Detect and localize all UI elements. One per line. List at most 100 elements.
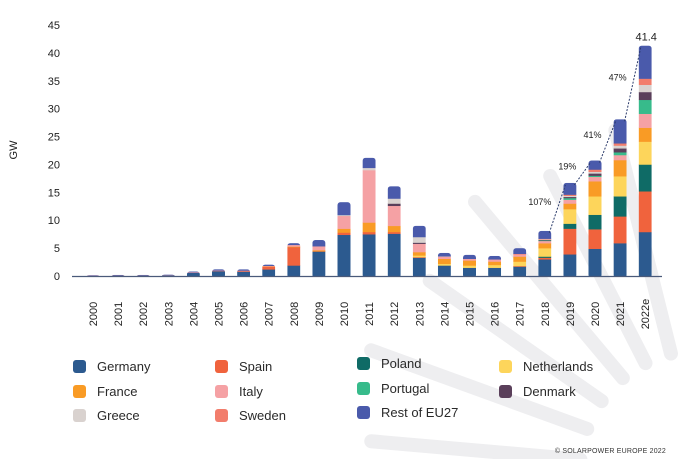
bar-segment-france-2019 xyxy=(563,203,577,210)
bar-segment-rest-of-eu27-2016 xyxy=(488,255,502,260)
bar-segment-poland-2020 xyxy=(588,214,602,230)
bar-segment-netherlands-2013 xyxy=(412,255,426,258)
bar-segment-france-2010 xyxy=(337,228,351,233)
bar-segment-france-2018 xyxy=(538,243,552,249)
x-tick-label: 2022e xyxy=(640,299,652,330)
y-axis: 0 5 10 15 20 25 30 35 40 45 GW xyxy=(8,20,60,283)
bar-segment-greece-2019 xyxy=(563,195,577,198)
y-tick-label: 5 xyxy=(54,243,60,255)
bar-segment-france-2022e xyxy=(638,127,652,142)
bar-stack-2011 xyxy=(362,157,376,277)
y-tick-label: 15 xyxy=(48,187,60,199)
bar-stack-2009 xyxy=(312,240,326,277)
bar-segment-greece-2020 xyxy=(588,171,602,174)
bar-segment-rest-of-eu27-2020 xyxy=(588,160,602,170)
y-tick-label: 10 xyxy=(48,215,60,227)
bar-segment-france-2011 xyxy=(362,222,376,233)
bar-segment-italy-2008 xyxy=(287,244,301,247)
bar-stack-2021 xyxy=(613,119,627,277)
bar-segment-italy-2021 xyxy=(613,154,627,161)
growth-label: 19% xyxy=(558,162,576,172)
bar-segment-italy-2020 xyxy=(588,176,602,182)
bar-segment-germany-2013 xyxy=(412,257,426,277)
bar-stack-2003 xyxy=(161,274,175,277)
x-tick-label: 2006 xyxy=(239,302,251,326)
bar-segment-greece-2022e xyxy=(638,84,652,93)
bar-segment-spain-2011 xyxy=(362,231,376,235)
bar-segment-sweden-2019 xyxy=(563,194,577,196)
bar-stack-2020 xyxy=(588,160,602,277)
x-tick-label: 2021 xyxy=(615,302,627,326)
bar-segment-poland-2022e xyxy=(638,164,652,192)
bar-segment-france-2013 xyxy=(412,252,426,256)
bar-segment-rest-of-eu27-2006 xyxy=(237,269,251,271)
bar-segment-italy-2005 xyxy=(212,270,225,272)
x-tick-label: 2020 xyxy=(590,302,602,326)
bar-segment-rest-of-eu27-2002 xyxy=(136,274,150,276)
bar-stack-2016 xyxy=(488,255,502,277)
bar-segment-netherlands-2022e xyxy=(638,141,652,165)
bar-segment-italy-2012 xyxy=(387,205,401,227)
bar-segment-germany-2009 xyxy=(312,251,326,277)
bar-segment-greece-2011 xyxy=(362,167,376,171)
bar-segment-rest-of-eu27-2004 xyxy=(186,271,200,273)
y-tick-label: 45 xyxy=(48,20,60,32)
bar-segment-rest-of-eu27-2018 xyxy=(538,230,552,239)
bar-stack-2013 xyxy=(412,225,426,277)
bar-segment-rest-of-eu27-2000 xyxy=(86,275,100,276)
bar-segment-greece-2013 xyxy=(412,236,426,243)
bar-segment-italy-2013 xyxy=(412,243,426,253)
sunburst-decoration xyxy=(364,123,678,459)
x-tick-label: 2014 xyxy=(439,302,451,326)
bar-segment-denmark-2019 xyxy=(563,196,577,199)
bar-segment-rest-of-eu27-2012 xyxy=(387,186,401,199)
bar-stack-2014 xyxy=(437,252,451,277)
x-tick-label: 2017 xyxy=(515,302,527,326)
bar-segment-netherlands-2020 xyxy=(588,196,602,215)
bar-segment-sweden-2018 xyxy=(538,238,552,240)
bar-segment-denmark-2021 xyxy=(613,148,627,153)
bar-segment-spain-2010 xyxy=(337,232,351,236)
x-tick-label: 2012 xyxy=(389,302,401,326)
bar-segment-greece-2012 xyxy=(387,198,401,204)
x-tick-label: 2002 xyxy=(138,302,150,326)
bar-segment-italy-2011 xyxy=(362,170,376,223)
bar-segment-italy-2006 xyxy=(237,270,251,272)
bar-segment-netherlands-2014 xyxy=(437,263,451,266)
bar-segment-germany-2019 xyxy=(563,254,577,277)
growth-label: 107% xyxy=(528,197,551,207)
sunburst-ray xyxy=(468,194,630,386)
bar-segment-spain-2019 xyxy=(563,228,577,255)
x-tick-label: 2001 xyxy=(113,302,125,326)
bar-segment-denmark-2013 xyxy=(412,242,426,244)
bar-segment-spain-2012 xyxy=(387,231,401,234)
annotations: 107% 19% 41% 47% 41.4 xyxy=(528,32,657,233)
bar-segment-rest-of-eu27-2001 xyxy=(111,274,125,276)
bar-segment-germany-2014 xyxy=(437,265,451,277)
bar-segment-rest-of-eu27-2003 xyxy=(161,274,175,276)
bar-segment-portugal-2018 xyxy=(538,240,552,242)
bar-segment-germany-2004 xyxy=(186,272,200,277)
y-tick-label: 40 xyxy=(48,48,60,60)
bar-segment-germany-2017 xyxy=(513,266,527,277)
bar-segment-france-2014 xyxy=(437,258,451,265)
bar-segment-spain-2006 xyxy=(237,270,251,272)
bar-segment-portugal-2021 xyxy=(613,152,627,156)
x-tick-label: 2016 xyxy=(490,302,502,326)
bar-stack-2004 xyxy=(186,271,200,277)
bar-segment-germany-2010 xyxy=(337,234,351,277)
bar-segment-denmark-2022e xyxy=(638,91,652,101)
bar-segment-rest-of-eu27-2013 xyxy=(412,225,426,238)
bar-segment-netherlands-2017 xyxy=(513,261,527,267)
x-axis: 2000 2001 2002 2003 2004 2005 2006 2007 2008 2009… xyxy=(72,275,662,330)
bar-stack-2007 xyxy=(262,264,276,277)
bar-segment-italy-2017 xyxy=(513,254,527,257)
x-tick-label: 2007 xyxy=(264,302,276,326)
x-tick-label: 2003 xyxy=(163,302,175,326)
sunburst-ray xyxy=(422,273,609,409)
growth-line xyxy=(599,121,617,163)
bar-segment-germany-2008 xyxy=(287,265,301,277)
bar-segment-denmark-2020 xyxy=(588,173,602,176)
bar-segment-spain-2021 xyxy=(613,216,627,244)
bar-segment-germany-2016 xyxy=(488,267,502,277)
